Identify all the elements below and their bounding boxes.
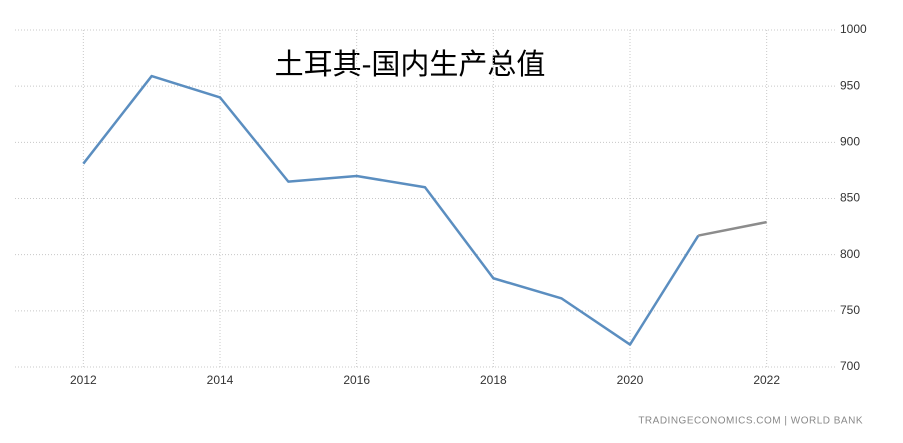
y-tick-label: 800	[840, 247, 860, 261]
x-tick-label: 2020	[617, 373, 644, 387]
y-tick-label: 1000	[840, 22, 867, 36]
x-tick-label: 2014	[207, 373, 234, 387]
y-tick-label: 900	[840, 135, 860, 149]
series-line	[698, 220, 767, 237]
chart-title: 土耳其-国内生产总值	[275, 47, 546, 81]
x-tick-label: 2012	[70, 373, 97, 387]
x-tick-label: 2016	[343, 373, 370, 387]
source: TRADINGECONOMICS.COM | WORLD BANK	[638, 416, 863, 427]
x-tick-label: 2022	[753, 373, 780, 387]
y-tick-label: 750	[840, 303, 860, 317]
y-tick-label: 850	[840, 191, 860, 205]
series-line	[82, 74, 700, 346]
x-tick-label: 2018	[480, 373, 507, 387]
y-tick-label: 700	[840, 359, 860, 373]
y-tick-label: 950	[840, 78, 860, 92]
